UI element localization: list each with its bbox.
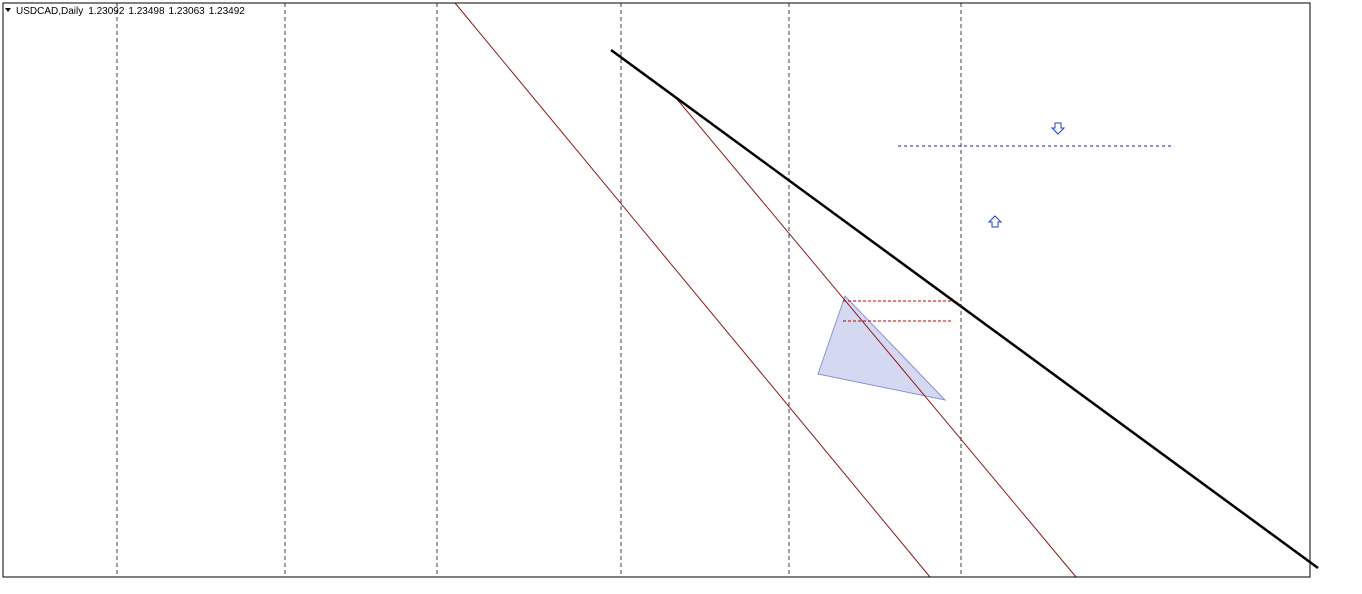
down-arrow [1050,122,1066,135]
month-separators [116,3,962,577]
triangle-pattern [817,295,947,401]
symbol: USDCAD,Daily [16,6,83,17]
plot-frame [2,2,1311,578]
channel-line [454,2,931,578]
low-value: 1.23063 [169,6,206,17]
channel-line [675,97,1077,578]
close-value: 1.23492 [209,6,246,17]
chart-header: USDCAD,Daily 1.23092 1.23498 1.23063 1.23492 [16,6,245,17]
up-arrow [987,215,1003,228]
trend-line [610,48,1319,570]
high-value: 1.23498 [128,6,165,17]
open-value: 1.23092 [88,6,125,17]
menu-icon [5,8,11,12]
